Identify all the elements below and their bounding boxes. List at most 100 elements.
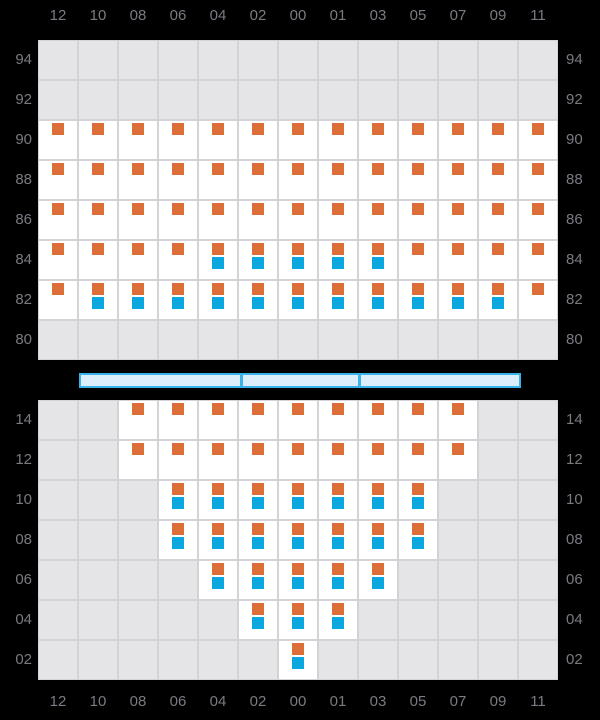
blue-marker [332,297,344,309]
orange-marker [332,483,344,495]
orange-marker [212,123,224,135]
orange-marker [292,523,304,535]
cell-data [359,161,397,199]
orange-marker [212,443,224,455]
cell-data [359,561,397,599]
row-tick-label: 82 [566,291,583,308]
cell-data [399,521,437,559]
cell-no-data [239,321,277,359]
column-tick-label: 11 [530,693,546,710]
orange-marker [132,283,144,295]
orange-marker [172,123,184,135]
cell-data [319,441,357,479]
cell-no-data [159,41,197,79]
blue-marker [412,497,424,509]
cell-data [159,241,197,279]
cell-data [279,401,317,439]
blue-marker [212,497,224,509]
cell-no-data [519,561,557,599]
blue-marker [292,617,304,629]
blue-marker [412,537,424,549]
orange-marker [372,123,384,135]
cell-no-data [119,601,157,639]
cell-no-data [439,641,477,679]
cell-data [359,441,397,479]
blue-marker [372,577,384,589]
row-tick-label: 02 [566,651,583,668]
cell-no-data [79,601,117,639]
cell-data [399,281,437,319]
range-scrollbar[interactable] [79,373,521,388]
orange-marker [452,163,464,175]
cell-data [399,481,437,519]
orange-marker [292,283,304,295]
cell-data [359,121,397,159]
cell-no-data [479,321,517,359]
blue-marker [412,297,424,309]
cell-no-data [79,81,117,119]
orange-marker [532,243,544,255]
row-tick-label: 14 [566,411,583,428]
cell-data [39,241,77,279]
orange-marker [412,203,424,215]
cell-no-data [399,601,437,639]
row-tick-label: 80 [566,331,583,348]
cell-no-data [39,81,77,119]
column-tick-label: 12 [49,7,67,24]
orange-marker [52,163,64,175]
cell-data [439,241,477,279]
orange-marker [52,123,64,135]
orange-marker [172,163,184,175]
column-tick-label: 01 [329,7,347,24]
orange-marker [132,403,144,415]
orange-marker [92,163,104,175]
row-tick-label: 84 [15,251,32,268]
cell-data [359,521,397,559]
cell-data [119,161,157,199]
cell-data [359,281,397,319]
cell-data [119,201,157,239]
scrollbar-divider [358,375,361,386]
row-tick-label: 04 [15,611,32,628]
cell-no-data [79,481,117,519]
cell-data [79,161,117,199]
cell-no-data [519,321,557,359]
cell-data [359,401,397,439]
cell-data [239,201,277,239]
cell-data [319,281,357,319]
cell-no-data [439,521,477,559]
orange-marker [452,203,464,215]
cell-no-data [359,321,397,359]
row-tick-label: 94 [566,51,583,68]
orange-marker [532,203,544,215]
cell-no-data [39,481,77,519]
orange-marker [412,283,424,295]
cell-data [279,241,317,279]
orange-marker [252,523,264,535]
blue-marker [332,497,344,509]
cell-data [159,121,197,159]
cell-data [199,241,237,279]
orange-marker [172,403,184,415]
orange-marker [452,123,464,135]
orange-marker [172,203,184,215]
cell-data [199,441,237,479]
column-tick-label: 03 [369,693,387,710]
orange-marker [372,483,384,495]
cell-no-data [439,561,477,599]
cell-no-data [239,41,277,79]
cell-data [39,281,77,319]
blue-marker [172,497,184,509]
cell-no-data [439,321,477,359]
cell-no-data [39,601,77,639]
cell-no-data [519,441,557,479]
orange-marker [332,283,344,295]
row-tick-label: 90 [566,131,583,148]
orange-marker [332,403,344,415]
orange-marker [252,443,264,455]
cell-data [159,201,197,239]
cell-data [199,201,237,239]
cell-data [279,161,317,199]
cell-no-data [159,601,197,639]
cell-no-data [319,321,357,359]
